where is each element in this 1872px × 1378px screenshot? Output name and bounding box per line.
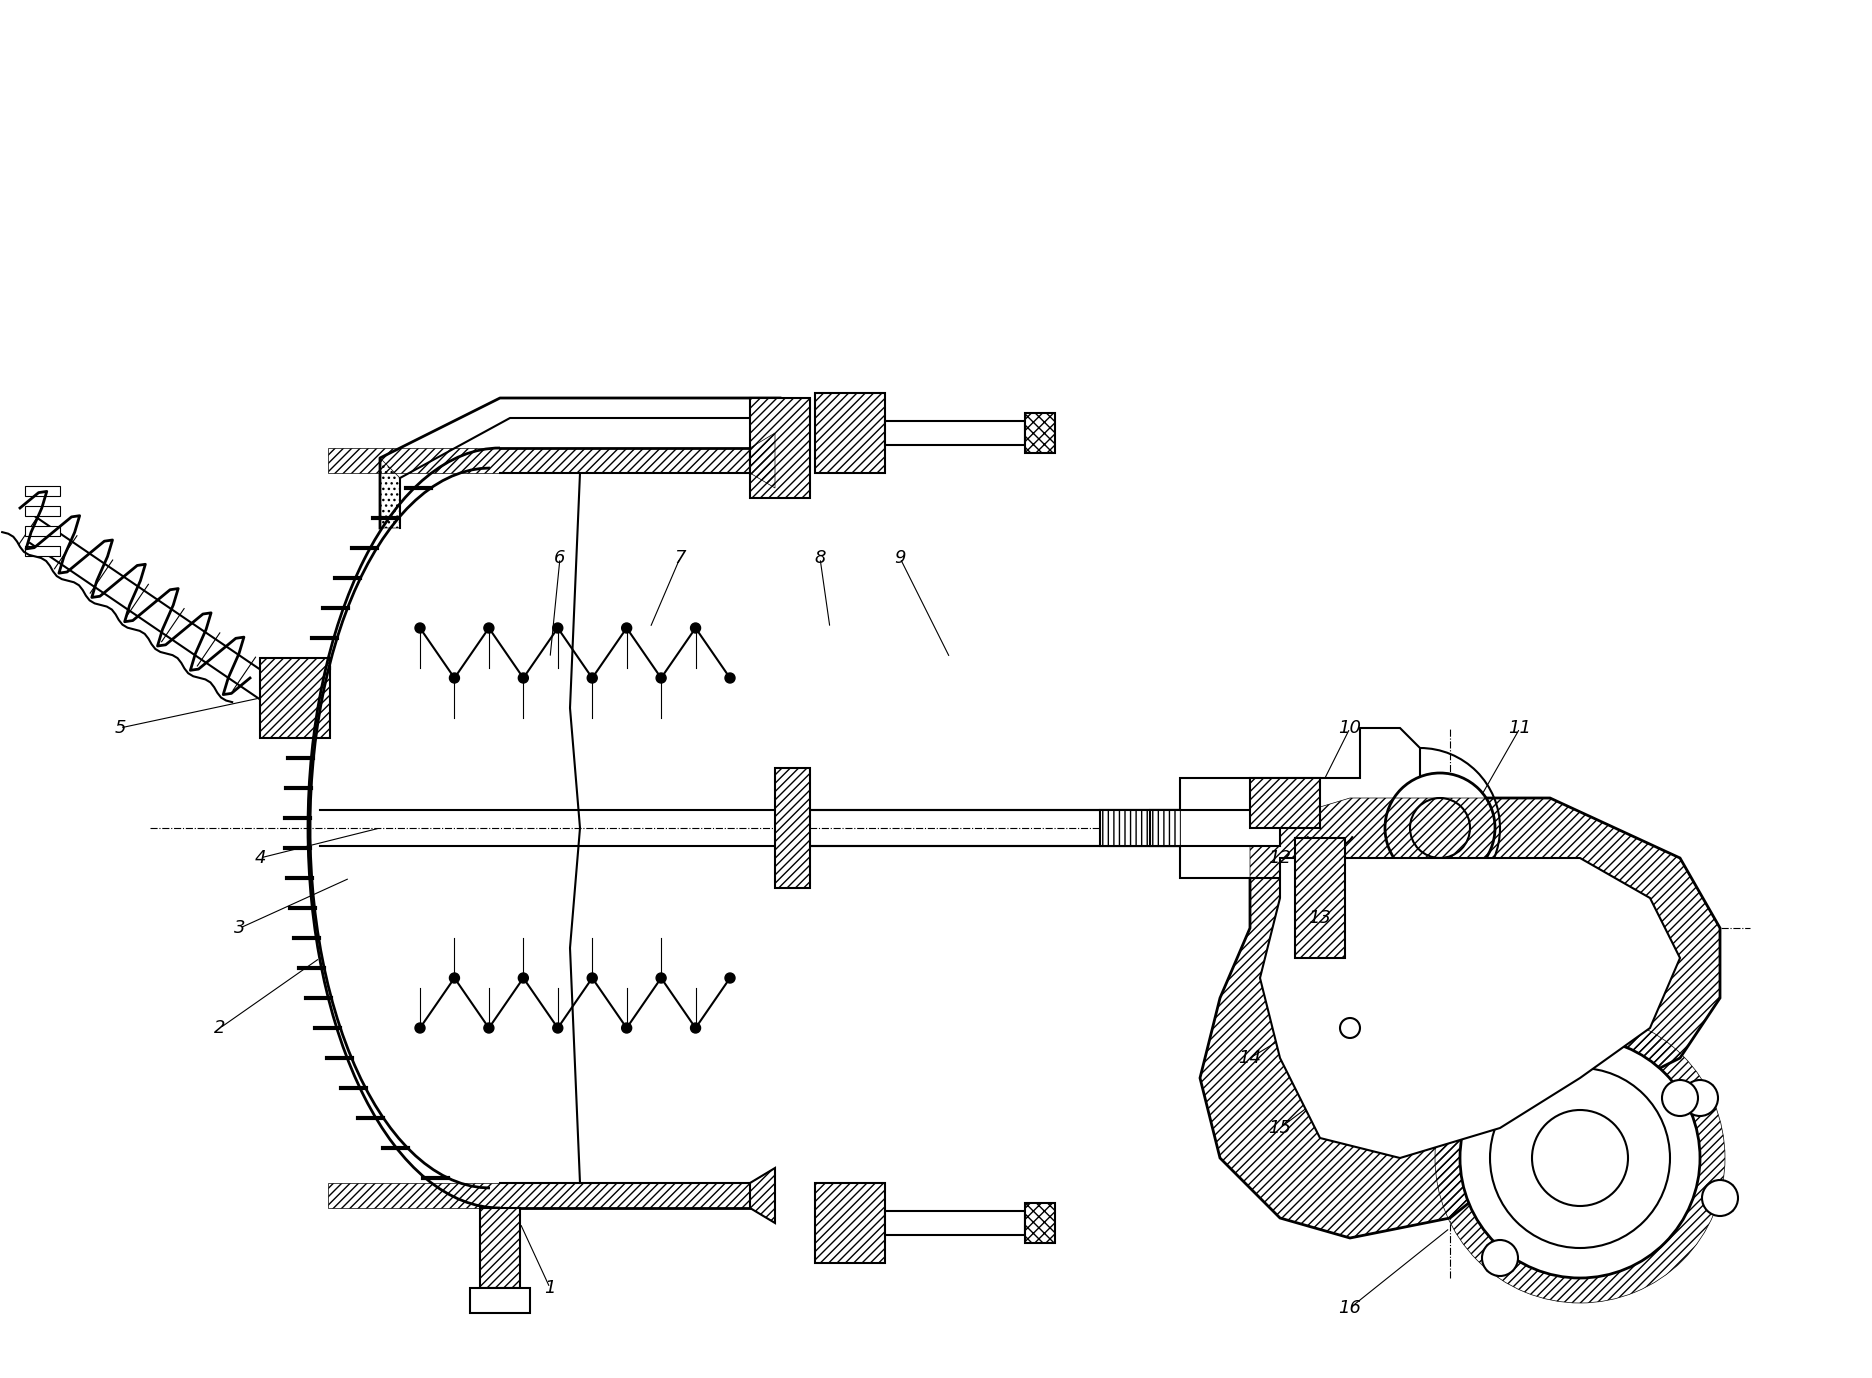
Text: 12: 12 bbox=[1269, 849, 1292, 867]
Bar bbox=[1149, 810, 1280, 846]
Circle shape bbox=[449, 973, 459, 983]
Text: 10: 10 bbox=[1338, 719, 1361, 737]
Circle shape bbox=[1662, 1080, 1698, 1116]
Circle shape bbox=[552, 623, 563, 633]
Circle shape bbox=[691, 1022, 700, 1034]
Circle shape bbox=[416, 623, 425, 633]
Circle shape bbox=[1483, 1240, 1518, 1276]
Bar bbox=[1026, 1203, 1056, 1243]
Circle shape bbox=[622, 623, 631, 633]
Circle shape bbox=[1531, 1111, 1629, 1206]
Circle shape bbox=[1683, 1080, 1718, 1116]
Circle shape bbox=[655, 672, 666, 683]
Bar bbox=[24, 546, 60, 555]
Bar bbox=[814, 393, 885, 473]
Bar bbox=[885, 422, 1026, 445]
Bar bbox=[24, 526, 60, 536]
Bar bbox=[1295, 838, 1344, 958]
Polygon shape bbox=[1260, 858, 1679, 1158]
Text: 3: 3 bbox=[234, 919, 245, 937]
Text: 13: 13 bbox=[1309, 909, 1331, 927]
Polygon shape bbox=[260, 659, 329, 739]
Text: 9: 9 bbox=[895, 548, 906, 566]
Circle shape bbox=[552, 1022, 563, 1034]
Text: 4: 4 bbox=[255, 849, 266, 867]
Circle shape bbox=[691, 623, 700, 633]
Bar bbox=[479, 1209, 520, 1288]
Text: 11: 11 bbox=[1509, 719, 1531, 737]
Text: 16: 16 bbox=[1338, 1299, 1361, 1317]
Polygon shape bbox=[1200, 798, 1720, 1237]
Bar bbox=[1026, 413, 1056, 453]
Bar bbox=[775, 768, 811, 887]
Circle shape bbox=[1490, 1068, 1670, 1248]
Circle shape bbox=[655, 973, 666, 983]
Circle shape bbox=[1460, 1038, 1700, 1277]
Bar bbox=[24, 506, 60, 515]
Circle shape bbox=[1340, 1018, 1359, 1038]
Circle shape bbox=[449, 672, 459, 683]
Bar bbox=[479, 1209, 520, 1288]
Polygon shape bbox=[751, 433, 775, 488]
Bar bbox=[24, 486, 60, 496]
Polygon shape bbox=[751, 398, 811, 497]
Text: 7: 7 bbox=[674, 548, 685, 566]
Bar bbox=[1026, 413, 1056, 453]
Bar bbox=[814, 1182, 885, 1264]
Circle shape bbox=[416, 1022, 425, 1034]
Bar bbox=[1026, 1203, 1056, 1243]
Circle shape bbox=[1702, 1180, 1737, 1215]
Polygon shape bbox=[1250, 779, 1320, 828]
Text: 6: 6 bbox=[554, 548, 565, 566]
Bar bbox=[1101, 810, 1179, 846]
Polygon shape bbox=[1179, 728, 1421, 927]
Circle shape bbox=[483, 623, 494, 633]
Polygon shape bbox=[751, 1169, 775, 1224]
Bar bbox=[775, 768, 811, 887]
Bar bbox=[470, 1288, 530, 1313]
Circle shape bbox=[724, 973, 736, 983]
Bar bbox=[1295, 838, 1344, 958]
Text: 14: 14 bbox=[1239, 1049, 1262, 1067]
Circle shape bbox=[724, 672, 736, 683]
Text: 1: 1 bbox=[545, 1279, 556, 1297]
Text: 5: 5 bbox=[114, 719, 125, 737]
Circle shape bbox=[588, 672, 597, 683]
Text: 2: 2 bbox=[213, 1018, 227, 1038]
Bar bbox=[1101, 810, 1179, 846]
Circle shape bbox=[483, 1022, 494, 1034]
Circle shape bbox=[622, 1022, 631, 1034]
Text: 15: 15 bbox=[1269, 1119, 1292, 1137]
Circle shape bbox=[588, 973, 597, 983]
Circle shape bbox=[519, 973, 528, 983]
Circle shape bbox=[1385, 773, 1496, 883]
Bar bbox=[814, 393, 885, 473]
Circle shape bbox=[1410, 798, 1470, 858]
Text: 8: 8 bbox=[814, 548, 826, 566]
Bar bbox=[814, 1182, 885, 1264]
Bar bbox=[885, 1211, 1026, 1235]
Circle shape bbox=[519, 672, 528, 683]
